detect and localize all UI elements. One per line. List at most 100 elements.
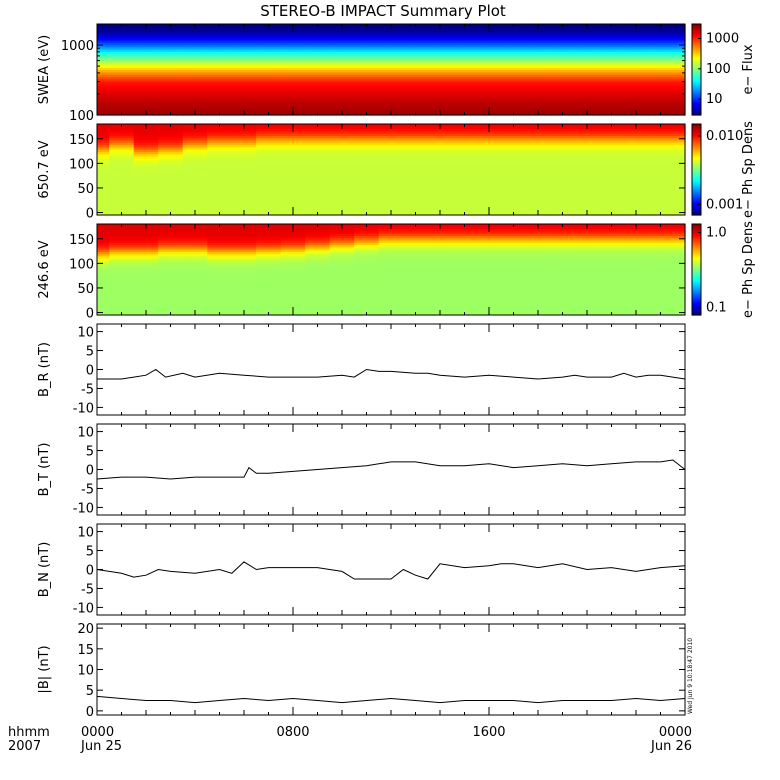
swea-cell <box>421 53 429 57</box>
swea-cell <box>452 96 459 100</box>
swea-cell <box>354 26 361 30</box>
swea-cell <box>164 39 172 43</box>
swea-cell <box>237 99 245 102</box>
swea-cell <box>213 26 221 30</box>
swea-cell <box>158 60 165 64</box>
swea-cell <box>372 74 380 77</box>
swea-cell <box>452 35 459 39</box>
swea-cell <box>127 71 135 75</box>
swea-cell <box>348 112 355 116</box>
swea-cell <box>280 85 288 89</box>
swea-cell <box>195 110 202 114</box>
swea-cell <box>323 99 331 102</box>
swea-cell <box>127 42 135 46</box>
swea-cell <box>476 78 484 82</box>
swea-cell <box>482 78 490 82</box>
swea-cell <box>121 30 129 34</box>
swea-cell <box>464 60 472 64</box>
swea-cell <box>293 105 300 109</box>
swea-cell <box>360 69 368 73</box>
swea-cell <box>97 108 104 112</box>
swea-cell <box>476 30 484 34</box>
swea-cell <box>354 83 361 87</box>
swea-cell <box>391 103 398 107</box>
swea-cell <box>495 64 502 68</box>
swea-cell <box>164 105 172 109</box>
swea-cell <box>372 78 380 82</box>
swea-cell <box>133 67 141 71</box>
swea-cell <box>519 74 527 77</box>
swea-cell <box>231 85 239 89</box>
swea-cell <box>262 94 270 98</box>
swea-cell <box>348 60 355 64</box>
swea-cell <box>348 99 355 102</box>
swea-cell <box>378 67 386 71</box>
swea-cell <box>378 99 386 102</box>
swea-cell <box>121 85 129 89</box>
swea-cell <box>501 80 508 84</box>
swea-cell <box>121 89 129 93</box>
swea-cell <box>507 39 515 43</box>
swea-cell <box>268 80 276 84</box>
swea-cell <box>121 49 129 52</box>
swea-cell <box>458 67 466 71</box>
swea-cell <box>127 85 135 89</box>
swea-cell <box>237 71 245 75</box>
swea-cell <box>286 99 294 102</box>
swea-cell <box>256 58 263 62</box>
swea-cell <box>170 62 178 66</box>
swea-cell <box>531 76 539 80</box>
swea-cell <box>372 37 380 41</box>
swea-cell <box>158 96 165 100</box>
swea-cell <box>195 55 202 59</box>
swea-cell <box>286 101 294 105</box>
swea-cell <box>513 35 521 39</box>
swea-cell <box>360 87 368 91</box>
swea-cell <box>139 89 147 93</box>
swea-cell <box>268 24 276 27</box>
swea-cell <box>335 60 343 64</box>
swea-cell <box>409 33 417 36</box>
swea-cell <box>354 55 361 59</box>
swea-cell <box>501 78 508 82</box>
swea-cell <box>207 85 214 89</box>
swea-cell <box>280 83 288 87</box>
swea-cell <box>293 62 300 66</box>
swea-cell <box>403 112 410 116</box>
swea-cell <box>525 74 533 77</box>
swea-cell <box>97 28 104 32</box>
swea-cell <box>482 49 490 52</box>
swea-cell <box>525 60 533 64</box>
swea-cell <box>195 99 202 102</box>
swea-cell <box>262 49 270 52</box>
swea-cell <box>366 53 374 57</box>
swea-cell <box>268 76 276 80</box>
swea-cell <box>176 85 184 89</box>
swea-cell <box>427 24 435 27</box>
swea-cell <box>244 60 251 64</box>
swea-cell <box>317 76 325 80</box>
swea-cell <box>329 69 337 73</box>
swea-cell <box>452 44 459 48</box>
swea-cell <box>109 71 116 75</box>
swea-cell <box>458 26 466 30</box>
swea-cell <box>293 71 300 75</box>
swea-cell <box>213 74 221 77</box>
swea-cell <box>501 35 508 39</box>
swea-cell <box>482 101 490 105</box>
swea-cell <box>378 33 386 36</box>
swea-cell <box>158 51 165 55</box>
swea-cell <box>335 37 343 41</box>
swea-cell <box>250 58 257 62</box>
swea-cell <box>452 30 459 34</box>
swea-cell <box>164 83 172 87</box>
swea-cell <box>384 51 392 55</box>
swea-cell <box>127 76 135 80</box>
swea-cell <box>170 85 178 89</box>
swea-cell <box>409 53 417 57</box>
swea-cell <box>311 78 319 82</box>
swea-cell <box>397 101 404 105</box>
swea-cell <box>274 99 282 102</box>
swea-cell <box>219 58 227 62</box>
swea-cell <box>268 110 276 114</box>
